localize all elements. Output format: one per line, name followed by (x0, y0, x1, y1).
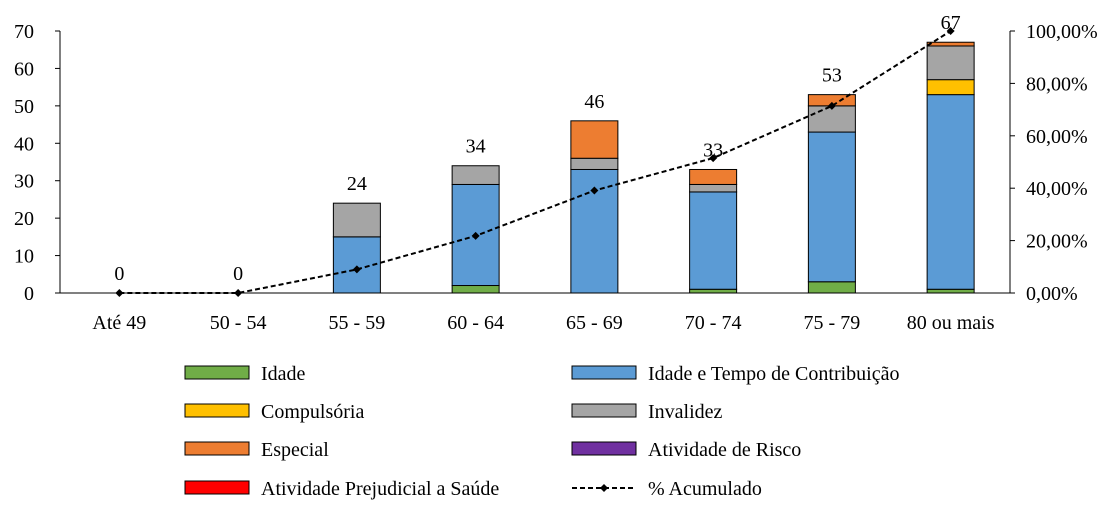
bar-segment (807, 105, 856, 133)
bar-total-label: 0 (233, 263, 243, 285)
bar-segment (689, 183, 738, 193)
legend-label: Invalidez (648, 401, 723, 423)
y-tick-label: 70 (14, 21, 34, 43)
bar-segment (926, 79, 975, 96)
y2-tick-label: 20,00% (1026, 231, 1088, 253)
x-tick-label: 70 - 74 (685, 312, 742, 334)
bar-segment (926, 94, 975, 290)
bar-total-label: 53 (822, 65, 842, 87)
legend-label: Atividade Prejudicial a Saúde (261, 478, 499, 500)
y-tick-label: 50 (14, 96, 34, 118)
bar-segment (926, 288, 975, 294)
x-tick-label: 60 - 64 (447, 312, 504, 334)
cumulative-point (590, 186, 599, 195)
legend-swatch (571, 441, 637, 456)
cumulative-line (119, 30, 952, 294)
legend-swatch (571, 403, 637, 418)
bar-segment (926, 41, 975, 47)
legend-label: Compulsória (261, 401, 364, 423)
bar-segment (451, 285, 500, 294)
legend-label: % Acumulado (648, 478, 762, 500)
bar-segment (807, 281, 856, 294)
bar-total-label: 67 (941, 12, 961, 34)
x-tick-label: 75 - 79 (804, 312, 861, 334)
y2-tick-label: 40,00% (1026, 178, 1088, 200)
bar-segment (570, 157, 619, 170)
bar-total-label: 24 (347, 173, 367, 195)
y2-tick-label: 0,00% (1026, 283, 1078, 305)
cumulative-point (234, 289, 243, 297)
y2-tick-label: 100,00% (1026, 21, 1098, 43)
y-tick-label: 0 (24, 283, 34, 305)
legend-swatch (184, 480, 250, 495)
legend-label: Atividade de Risco (648, 439, 801, 461)
y-tick-label: 20 (14, 208, 34, 230)
x-tick-label: 65 - 69 (566, 312, 623, 334)
bar-segment (689, 191, 738, 290)
bar-segment (926, 45, 975, 81)
bar-segment (332, 202, 381, 238)
x-tick-label: 55 - 59 (329, 312, 386, 334)
cumulative-point (827, 101, 836, 110)
y-tick-label: 10 (14, 246, 34, 268)
x-tick-label: Até 49 (92, 312, 146, 334)
cumulative-point (709, 154, 718, 163)
legend-label: Idade e Tempo de Contribuição (648, 363, 899, 385)
bar-segment (570, 120, 619, 159)
cumulative-point (352, 265, 361, 274)
legend-swatch (184, 441, 250, 456)
bar-total-label: 0 (114, 263, 124, 285)
bar-segment (689, 288, 738, 294)
legend-label: Idade (261, 363, 306, 385)
cumulative-point (471, 231, 480, 240)
legend-line-marker (600, 484, 608, 492)
bar-total-label: 46 (584, 91, 604, 113)
x-tick-label: 80 ou mais (907, 312, 995, 334)
y-tick-label: 40 (14, 133, 34, 155)
y-tick-label: 30 (14, 171, 34, 193)
y2-tick-label: 80,00% (1026, 73, 1088, 95)
bar-segment (689, 168, 738, 185)
x-tick-label: 50 - 54 (210, 312, 267, 334)
bar-total-label: 34 (466, 136, 486, 158)
cumulative-point (115, 289, 124, 297)
y2-tick-label: 60,00% (1026, 126, 1088, 148)
legend-swatch (184, 403, 250, 418)
bar-segment (807, 131, 856, 283)
bar-segment (451, 165, 500, 185)
legend-swatch (184, 365, 250, 380)
legend-swatch (571, 365, 637, 380)
y-tick-label: 60 (14, 58, 34, 80)
legend-label: Especial (261, 439, 329, 461)
cumulative-point (946, 27, 955, 35)
